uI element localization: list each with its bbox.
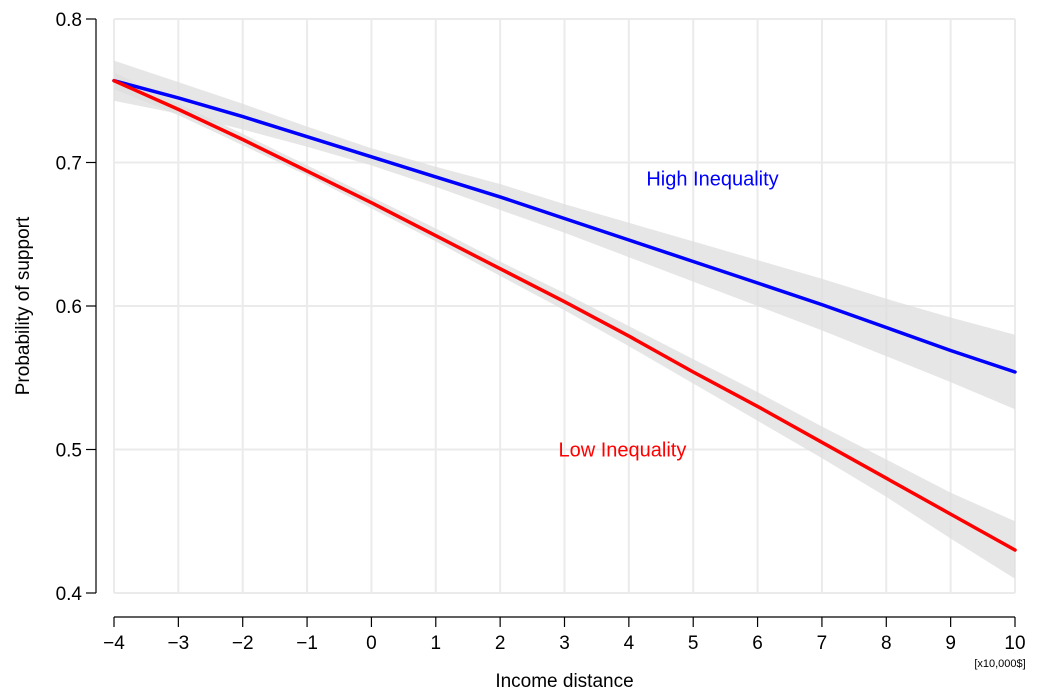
series-line [112,78,1017,374]
x-tick-label: −4 [103,633,125,654]
x-tick-label: 8 [881,633,892,654]
y-tick-label: 0.8 [56,10,82,31]
x-tick-label: 4 [624,633,635,654]
y-axis-title: Probability of support [13,216,34,395]
x-tick-label: −1 [296,633,318,654]
series-lines [112,78,1017,552]
x-axis-title: Income distance [495,671,633,692]
x-tick-label: 2 [495,633,506,654]
x-tick-label: 9 [945,633,956,654]
y-tick-label: 0.7 [56,154,82,175]
x-tick-label: −2 [232,633,254,654]
x-tick-label: 5 [688,633,699,654]
x-axis-unit-note: [x10,000$] [974,658,1025,670]
x-tick-label: 10 [1004,633,1025,654]
series-label: Low Inequality [558,440,686,462]
series-line [112,78,1017,552]
y-tick-label: 0.5 [56,441,82,462]
x-tick-label: 1 [430,633,441,654]
x-tick-label: 3 [559,633,570,654]
y-tick-label: 0.6 [56,297,82,318]
x-tick-label: 6 [752,633,763,654]
series-label: High Inequality [646,168,778,190]
x-tick-label: −3 [168,633,190,654]
ticks: −4 −3 −2 −1 0 1 2 3 4 5 6 7 8 9 10 0.4 0.5 0.6 0.7 0.8 [56,10,1026,654]
x-tick-label: 0 [366,633,377,654]
y-tick-label: 0.4 [56,584,83,605]
series-labels: High Inequality Low Inequality [558,168,778,461]
x-tick-label: 7 [817,633,828,654]
